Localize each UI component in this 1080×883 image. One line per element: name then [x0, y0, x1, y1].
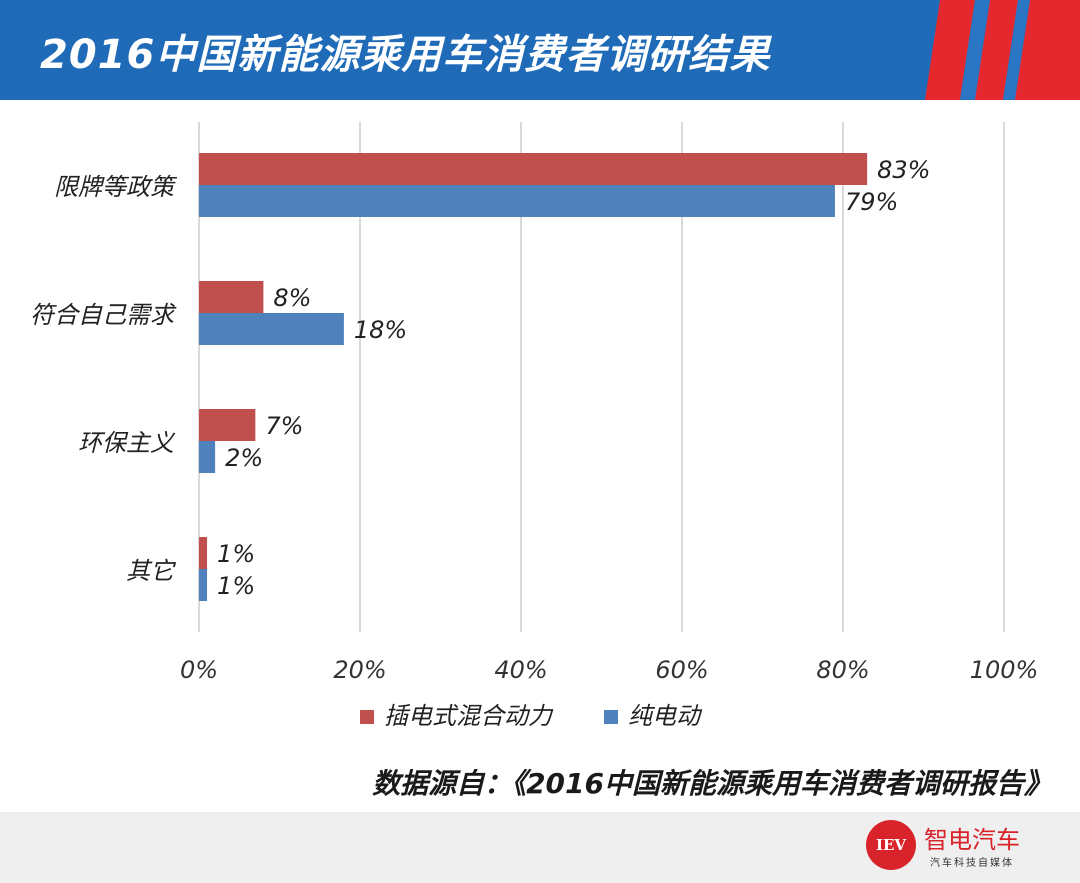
stripe-blue-1	[960, 0, 990, 100]
data-label-1-0: 79%	[845, 188, 898, 216]
data-label-1-1: 18%	[354, 316, 407, 344]
source-note: 数据源自：《2016中国新能源乘用车消费者调研报告》	[372, 767, 1052, 800]
stripe-red-3	[1015, 0, 1080, 100]
data-label-1-2: 2%	[225, 444, 263, 472]
bar-0-0	[199, 153, 868, 185]
legend-label-1: 纯电动	[628, 702, 703, 730]
legend-label-0: 插电式混合动力	[384, 702, 554, 730]
x-tick-label-1: 20%	[333, 656, 386, 684]
data-label-0-0: 83%	[877, 156, 930, 184]
stripe-blue-2	[1003, 0, 1030, 100]
data-label-0-1: 8%	[273, 284, 311, 312]
x-tick-label-5: 100%	[970, 656, 1039, 684]
logo-badge: IEV	[866, 820, 916, 870]
bar-1-3	[199, 569, 208, 601]
category-label-1: 符合自己需求	[30, 301, 177, 329]
logo-name: 智电汽车	[924, 826, 1020, 854]
stripe-red-1	[925, 0, 975, 100]
x-tick-label-3: 60%	[655, 656, 708, 684]
x-tick-label-2: 40%	[494, 656, 547, 684]
legend-swatch-0	[360, 710, 374, 724]
bar-0-3	[199, 537, 208, 569]
header-stripes	[925, 0, 1080, 100]
data-label-0-2: 7%	[265, 412, 303, 440]
bar-chart: 0% 20% 40% 60% 80% 100% 限牌等政策 83% 79% 符合自己需求 8% 18%…	[30, 122, 1039, 730]
category-label-3: 其它	[126, 557, 177, 585]
category-label-2: 环保主义	[78, 429, 176, 457]
bar-0-1	[199, 281, 264, 313]
bar-1-1	[199, 313, 344, 345]
bar-1-2	[199, 441, 216, 473]
legend-swatch-1	[604, 710, 618, 724]
footer-bar	[0, 812, 1080, 883]
data-label-1-3: 1%	[217, 572, 255, 600]
x-tick-label-0: 0%	[180, 656, 218, 684]
category-label-0: 限牌等政策	[54, 173, 178, 201]
logo-slogan: 汽车科技自媒体	[930, 858, 1014, 869]
data-label-0-3: 1%	[217, 540, 255, 568]
bar-0-2	[199, 409, 256, 441]
page-title: 2016中国新能源乘用车消费者调研结果	[40, 32, 771, 78]
header-bar: 2016中国新能源乘用车消费者调研结果	[0, 0, 1080, 100]
x-tick-label-4: 80%	[816, 656, 869, 684]
stripe-red-2	[975, 0, 1018, 100]
bar-1-0	[199, 185, 835, 217]
